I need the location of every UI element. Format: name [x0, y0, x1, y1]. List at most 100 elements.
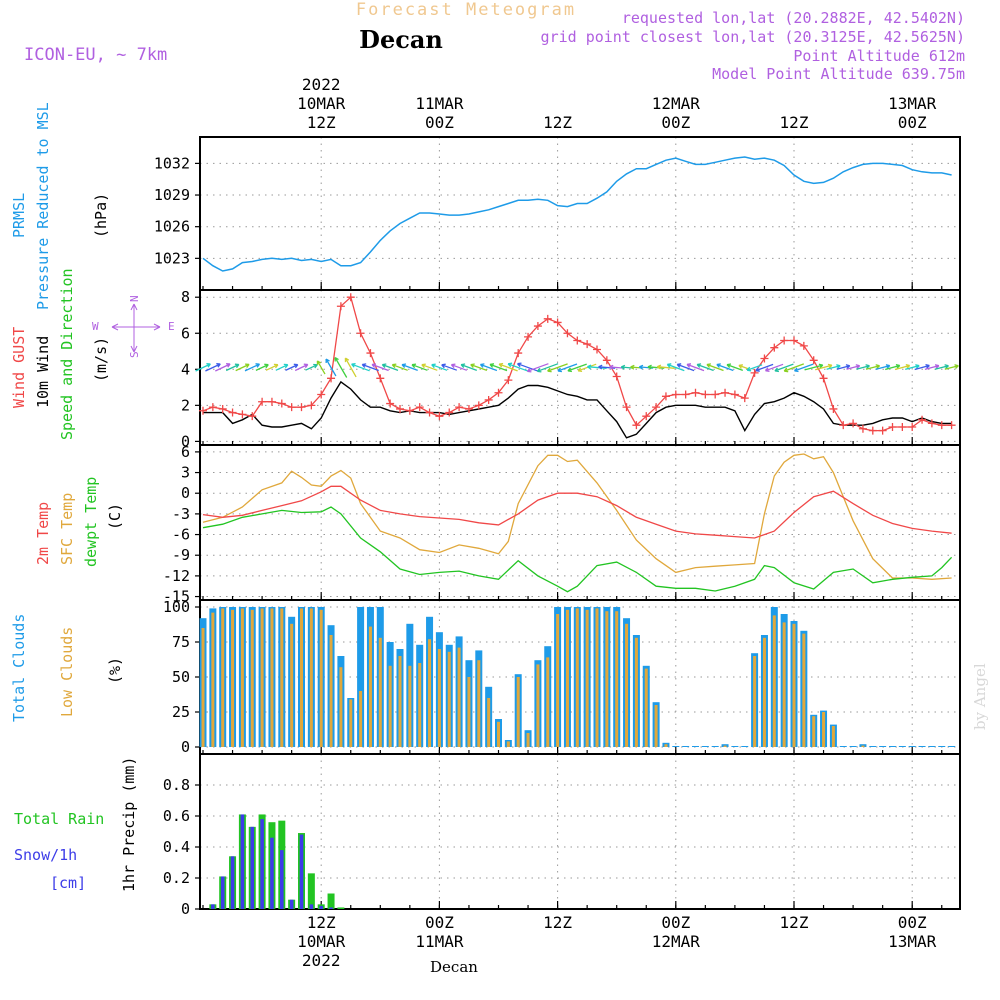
y-tick-label: 100: [163, 598, 190, 616]
dewpt-label: dewpt Temp: [82, 477, 100, 567]
low-cloud-bar: [615, 611, 619, 747]
wind-direction-arrow: [235, 363, 250, 372]
gust-marker: [790, 336, 798, 345]
low-cloud-bar: [250, 609, 254, 747]
wind-direction-arrow: [686, 363, 705, 372]
y-tick-label: 0.6: [163, 807, 190, 825]
total-cloud-bar: [682, 746, 690, 747]
wind-direction-arrow: [316, 360, 326, 375]
wind-direction-arrow: [255, 363, 269, 371]
model-altitude: Model Point Altitude 639.75m: [712, 65, 965, 83]
gust-marker: [366, 349, 375, 358]
time-label: 00Z: [898, 913, 927, 932]
snow-bar: [289, 899, 294, 909]
wind-direction-arrow: [391, 363, 408, 371]
gust-marker: [346, 293, 355, 302]
gust-marker: [258, 397, 267, 406]
wind-direction-arrow: [765, 363, 784, 372]
gust-marker: [671, 390, 680, 399]
y-tick-label: 0: [181, 900, 190, 918]
gust-marker: [277, 399, 286, 408]
model-label: ICON-EU, ~ 7km: [24, 45, 167, 65]
rain-bar: [327, 893, 335, 909]
y-tick-label: 0.8: [163, 776, 190, 794]
app-title: Forecast Meteogram: [356, 0, 576, 20]
y-tick-label: 1023: [154, 249, 190, 267]
gust-marker: [543, 314, 552, 323]
compass-n: N: [128, 295, 141, 302]
time-label: 11MAR: [415, 94, 464, 113]
total-cloud-bar: [869, 746, 877, 747]
wind-direction-arrow: [676, 363, 695, 372]
gust-marker: [484, 395, 493, 404]
wind-direction-arrow: [666, 363, 685, 372]
y-tick-label: 1029: [154, 186, 190, 204]
gust-marker: [533, 322, 542, 331]
snow-bar: [309, 904, 314, 909]
panel-frame: [199, 753, 961, 910]
y-tick-label: 2: [181, 396, 190, 414]
gust-marker: [396, 404, 404, 413]
low-cloud-bar: [280, 608, 284, 747]
sfc-temp-line: [202, 453, 952, 580]
wind-unit: (m/s): [92, 337, 110, 382]
gust-marker: [563, 329, 572, 338]
gust-marker: [524, 332, 533, 341]
wind-direction-arrow: [526, 363, 549, 373]
time-label: 00Z: [661, 113, 690, 132]
wind-direction-arrow: [381, 363, 399, 372]
low-cloud-bar: [585, 609, 589, 747]
wind-direction-arrow: [804, 363, 824, 371]
time-label: 2022: [302, 951, 341, 970]
gust-marker: [681, 390, 690, 399]
wind-direction-arrow: [894, 363, 911, 371]
wind-direction-arrow: [856, 364, 870, 370]
y-tick-label: 8: [181, 288, 190, 306]
gust-marker: [780, 336, 789, 345]
y-tick-label: -6: [172, 526, 190, 544]
prmsl-label: PRMSL: [10, 193, 28, 238]
wind-direction-arrow: [865, 364, 881, 370]
low-cloud-bar: [211, 612, 215, 747]
y-tick-label: -12: [163, 567, 190, 585]
low-cloud-bar: [201, 628, 205, 747]
gust-marker: [809, 356, 818, 365]
time-label: 13MAR: [888, 94, 937, 113]
wind-direction-arrow: [577, 363, 597, 373]
y-tick-label: -3: [172, 505, 190, 523]
total-cloud-bar: [948, 746, 956, 747]
wind-direction-arrow: [836, 364, 851, 370]
time-label: 00Z: [898, 113, 927, 132]
watermark: by Angel: [971, 663, 989, 730]
gust-marker: [730, 390, 739, 399]
snow-bar: [250, 826, 255, 909]
y-tick-label: 0.2: [163, 869, 190, 887]
low-cloud-bar: [565, 609, 569, 747]
pressure-line: [202, 156, 952, 272]
panel-frame: [199, 289, 961, 446]
compass-s: S: [128, 351, 141, 358]
footer-location: Decan: [430, 958, 478, 976]
gust-marker: [799, 341, 808, 350]
wind-direction-arrow: [371, 363, 389, 372]
gust-marker: [721, 388, 730, 397]
wind-direction-arrow: [517, 362, 539, 372]
wind-dir-label: Speed and Direction: [58, 268, 76, 440]
low-cloud-bar: [526, 733, 530, 747]
low-cloud-bar: [329, 635, 333, 747]
location-title: Decan: [359, 25, 443, 54]
gust-line: [202, 296, 952, 432]
temp-2m-line: [202, 485, 952, 539]
gust-marker: [770, 343, 779, 352]
gust-marker: [514, 349, 523, 358]
compass-arrows: [111, 303, 161, 353]
snow-bar: [319, 905, 323, 909]
low-cloud-bar: [762, 637, 766, 747]
wind-direction-arrow: [826, 364, 841, 370]
low-cloud-bar: [368, 626, 372, 747]
gust-marker: [829, 404, 838, 413]
y-tick-label: 6: [181, 443, 190, 461]
panel-frame: [199, 136, 961, 291]
gust-marker: [287, 403, 296, 412]
gust-marker: [691, 388, 700, 397]
